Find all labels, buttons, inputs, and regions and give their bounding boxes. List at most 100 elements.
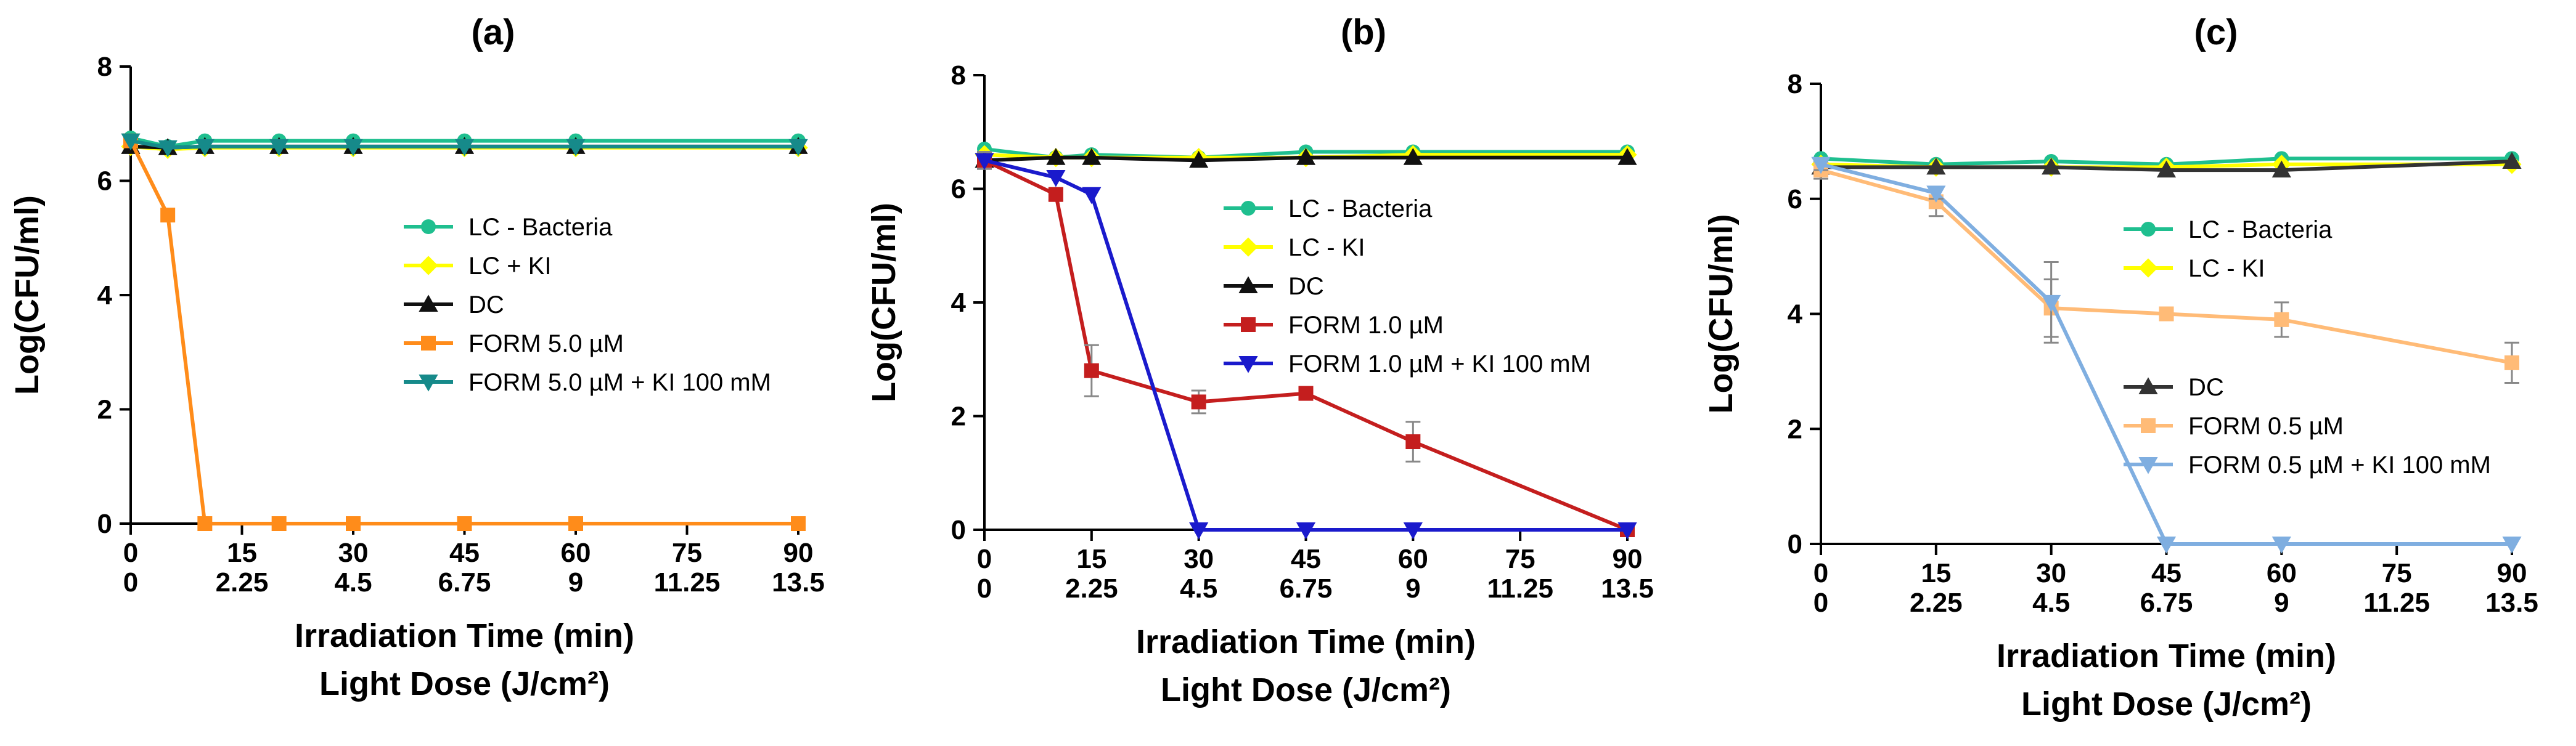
- x-tick-label: 75: [2382, 558, 2412, 588]
- chart-title: (c): [2194, 12, 2238, 52]
- data-point: [454, 139, 475, 156]
- data-point: [1617, 522, 1637, 540]
- data-point: [1082, 187, 1102, 205]
- data-point: [1189, 522, 1209, 540]
- legend: LC - Bacteria LC - KI DC FORM 0.5 µM FORM 0.…: [2124, 216, 2491, 479]
- series-5: [1811, 156, 2522, 554]
- x-tick-label-secondary: 13.5: [2485, 588, 2538, 618]
- legend-swatch-marker: [2141, 418, 2156, 433]
- y-tick-label: 6: [97, 166, 112, 197]
- legend-swatch-marker: [1238, 356, 1258, 373]
- legend-swatch-marker: [421, 219, 436, 234]
- x-tick-label: 75: [1505, 544, 1535, 574]
- x-tick-label-secondary: 6.75: [2140, 588, 2193, 618]
- data-point: [2502, 537, 2522, 554]
- x-tick-label: 0: [977, 544, 992, 574]
- x-tick-label: 30: [2036, 558, 2066, 588]
- x-tick-label-secondary: 11.25: [1487, 574, 1553, 604]
- y-axis-title: Log(CFU/ml): [1703, 214, 1740, 414]
- y-tick-label: 4: [951, 288, 967, 318]
- data-point: [1617, 148, 1637, 165]
- data-point: [2502, 152, 2522, 169]
- legend-swatch-marker: [2138, 457, 2158, 474]
- series-line: [1820, 168, 2513, 365]
- series-4: [977, 151, 1635, 537]
- x-axis-title-secondary: Light Dose (J/cm²): [319, 665, 610, 702]
- y-tick-label: 2: [1788, 414, 1802, 444]
- legend-label: LC - KI: [1288, 234, 1365, 261]
- data-point: [1405, 434, 1421, 450]
- legend: LC - Bacteria LC - KI DC FORM 1.0 µM FORM 1.…: [1224, 195, 1591, 378]
- legend-label: LC + KI: [468, 253, 552, 280]
- x-tick-label: 45: [449, 538, 480, 568]
- legend-swatch-marker: [2138, 377, 2158, 394]
- x-tick-label-secondary: 4.5: [334, 567, 372, 598]
- x-tick-label-secondary: 11.25: [654, 567, 721, 598]
- y-tick-label: 6: [1788, 184, 1802, 214]
- legend-label: LC - Bacteria: [2188, 216, 2333, 243]
- data-point: [158, 140, 178, 158]
- x-tick-label: 0: [123, 538, 138, 568]
- series-line: [129, 140, 798, 525]
- y-tick-label: 0: [97, 509, 112, 539]
- x-tick-label: 75: [672, 538, 702, 568]
- legend-swatch-marker: [2138, 258, 2158, 278]
- y-tick-label: 2: [951, 402, 966, 432]
- series-3: [975, 148, 1637, 168]
- data-point: [1403, 522, 1423, 540]
- x-tick-label: 45: [1291, 544, 1321, 574]
- data-point: [1926, 185, 1946, 203]
- data-point: [1046, 170, 1066, 187]
- x-tick-label: 90: [2497, 558, 2527, 588]
- y-tick-label: 4: [97, 280, 113, 310]
- x-tick-label-secondary: 9: [568, 567, 583, 598]
- legend-label: LC - Bacteria: [468, 214, 613, 241]
- x-tick-label: 30: [1184, 544, 1214, 574]
- x-tick-label-secondary: 6.75: [438, 567, 491, 598]
- data-point: [975, 153, 994, 170]
- data-point: [2271, 537, 2291, 554]
- legend-label: DC: [1288, 273, 1324, 300]
- x-tick-label-secondary: 9: [1405, 574, 1420, 604]
- data-point: [1046, 148, 1066, 165]
- data-point: [1811, 156, 1831, 174]
- x-tick-label: 30: [338, 538, 369, 568]
- x-tick-label: 90: [1613, 544, 1643, 574]
- x-tick-label: 60: [2267, 558, 2297, 588]
- x-tick-label-secondary: 2.25: [1910, 588, 1963, 618]
- series-line: [1821, 160, 2513, 172]
- legend-swatch-marker: [419, 375, 438, 392]
- data-point: [1296, 522, 1316, 540]
- y-tick-label: 4: [1788, 299, 1803, 330]
- x-axis-title-secondary: Light Dose (J/cm²): [2021, 686, 2312, 723]
- y-tick-label: 2: [97, 395, 112, 425]
- series-line: [130, 139, 798, 150]
- legend-label: DC: [468, 291, 504, 318]
- x-tick-label: 90: [783, 538, 814, 568]
- data-point: [1084, 363, 1099, 378]
- legend-swatch-marker: [1238, 276, 1258, 293]
- legend: LC - Bacteria LC + KI DC FORM 5.0 µM FORM 5.…: [404, 214, 771, 396]
- legend-swatch-marker: [1241, 201, 1256, 216]
- x-tick-label: 60: [1398, 544, 1428, 574]
- x-tick-label: 15: [227, 538, 257, 568]
- x-tick-label-secondary: 0: [123, 567, 138, 598]
- x-tick-label-secondary: 0: [977, 574, 992, 604]
- x-tick-label: 15: [1921, 558, 1951, 588]
- series-5: [975, 153, 1637, 540]
- y-tick-label: 8: [1788, 69, 1802, 99]
- x-tick-label-secondary: 9: [2274, 588, 2289, 618]
- data-point: [2156, 537, 2177, 554]
- x-tick-label: 60: [561, 538, 591, 568]
- data-point: [1189, 150, 1209, 168]
- chart-title: (b): [1341, 12, 1386, 52]
- data-point: [160, 208, 176, 223]
- data-point: [1048, 187, 1063, 202]
- data-point: [2159, 306, 2174, 322]
- legend-label: FORM 1.0 µM + KI 100 mM: [1288, 351, 1591, 378]
- legend-swatch-marker: [419, 256, 438, 275]
- data-point: [195, 139, 215, 156]
- x-tick-label-secondary: 4.5: [1180, 574, 1217, 604]
